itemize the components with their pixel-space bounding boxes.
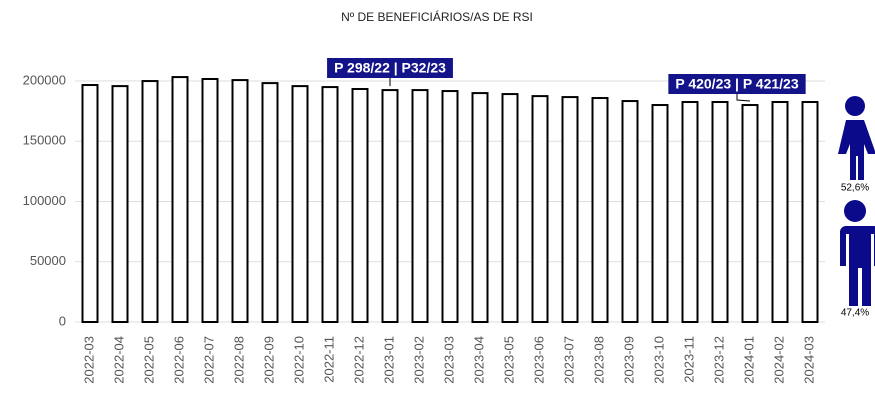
y-tick-label: 50000 — [30, 253, 66, 268]
bar — [231, 79, 249, 323]
bar — [591, 97, 609, 323]
bar — [681, 101, 699, 323]
bar — [261, 82, 279, 323]
x-tick-label: 2023-04 — [471, 336, 486, 384]
bar — [621, 100, 639, 324]
x-tick-label: 2023-01 — [381, 336, 396, 384]
x-tick-label: 2023-11 — [681, 336, 696, 383]
annotation-leader — [736, 94, 751, 102]
bar — [531, 95, 549, 323]
x-tick-label: 2023-07 — [561, 336, 576, 384]
x-tick-label: 2023-03 — [441, 336, 456, 384]
x-tick-label: 2024-03 — [801, 336, 816, 384]
bar — [771, 101, 789, 323]
y-tick-label: 200000 — [23, 72, 66, 87]
female-icon — [838, 96, 875, 180]
bar — [351, 87, 369, 323]
x-tick-label: 2024-01 — [741, 336, 756, 384]
chart-title: Nº DE BENEFICIÁRIOS/AS DE RSI — [341, 9, 533, 24]
bar — [81, 84, 99, 323]
bar — [171, 76, 189, 324]
bar — [321, 86, 339, 323]
x-tick-label: 2023-08 — [591, 336, 606, 384]
x-tick-label: 2022-05 — [141, 336, 156, 384]
bar — [441, 90, 459, 323]
y-tick-label: 100000 — [23, 193, 66, 208]
x-tick-label: 2023-09 — [621, 336, 636, 384]
female-share: 52,6% — [841, 183, 869, 194]
bar — [141, 80, 159, 323]
bar — [561, 96, 579, 323]
bar — [291, 85, 309, 323]
annotation-box — [668, 74, 806, 94]
x-tick-label: 2022-09 — [261, 336, 276, 384]
y-tick-label: 150000 — [23, 133, 66, 148]
x-tick-label: 2022-06 — [171, 336, 186, 384]
annotation-box — [327, 58, 453, 78]
x-tick-label: 2023-12 — [711, 336, 726, 384]
male-icon — [836, 200, 875, 306]
x-tick-label: 2023-05 — [501, 336, 516, 384]
annotation-label: P 298/22 | P32/23 — [334, 60, 446, 76]
bar — [651, 104, 669, 323]
x-tick-label: 2024-02 — [771, 336, 786, 384]
bar — [741, 104, 759, 323]
bar — [201, 77, 219, 323]
x-tick-label: 2023-10 — [651, 336, 666, 384]
x-tick-label: 2023-02 — [411, 336, 426, 384]
bar — [711, 101, 729, 323]
bar — [801, 101, 819, 323]
x-tick-label: 2022-04 — [111, 336, 126, 384]
bar — [471, 92, 489, 323]
annotation: P 298/22 | P32/23 — [327, 58, 453, 87]
x-tick-label: 2022-10 — [291, 336, 306, 384]
bar — [411, 89, 429, 324]
x-tick-label: 2022-11 — [321, 336, 336, 383]
x-tick-label: 2022-03 — [81, 336, 96, 384]
annotation-label: P 420/23 | P 421/23 — [675, 76, 799, 92]
bar — [111, 85, 129, 323]
x-tick-label: 2022-07 — [201, 336, 216, 384]
annotation: P 420/23 | P 421/23 — [668, 74, 806, 102]
x-tick-label: 2023-06 — [531, 336, 546, 384]
bar — [381, 89, 399, 324]
male-share: 47,4% — [841, 308, 869, 319]
x-tick-label: 2022-08 — [231, 336, 246, 384]
bar — [501, 93, 519, 323]
x-tick-label: 2022-12 — [351, 336, 366, 384]
y-tick-label: 0 — [59, 313, 66, 328]
